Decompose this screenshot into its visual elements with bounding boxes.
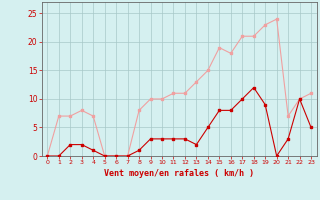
- X-axis label: Vent moyen/en rafales ( km/h ): Vent moyen/en rafales ( km/h ): [104, 169, 254, 178]
